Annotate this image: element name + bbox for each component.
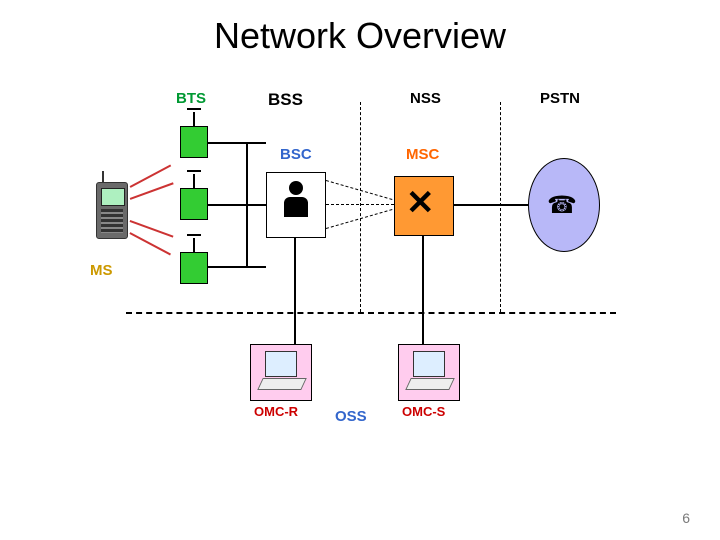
radio-arrow (130, 182, 174, 199)
dashed-separator (126, 312, 616, 314)
link-bsc-msc (326, 204, 394, 205)
label-oss: OSS (335, 408, 367, 425)
link-bsc-msc (326, 208, 397, 229)
divider-bss-nss (360, 102, 361, 312)
bts-antenna-icon (193, 174, 195, 188)
label-bss: BSS (268, 90, 303, 110)
label-msc: MSC (406, 146, 439, 163)
bsc-box (266, 172, 326, 238)
link-bts-bsc (208, 142, 266, 144)
label-omcr: OMC-R (254, 404, 298, 419)
label-nss: NSS (410, 90, 441, 107)
msc-box: ✕ (394, 176, 454, 236)
link-msc-omcs (422, 236, 424, 344)
link-bts-bsc (246, 204, 248, 267)
bts-box (180, 252, 208, 284)
operator-icon (277, 181, 315, 229)
link-bsc-omcr (294, 238, 296, 344)
label-bts: BTS (176, 90, 206, 107)
label-bsc: BSC (280, 146, 312, 163)
page-title: Network Overview (0, 15, 720, 57)
bts-antenna-icon (193, 112, 195, 126)
bts-antenna-icon (193, 238, 195, 252)
omcr-box (250, 344, 312, 401)
page-number: 6 (682, 510, 690, 526)
pstn-oval: ☎ (528, 158, 600, 252)
link-bts-bsc (208, 266, 266, 268)
network-diagram: BTS BSS NSS PSTN MS BSC MSC ✕ ☎ (80, 90, 640, 430)
bts-box (180, 188, 208, 220)
bts-box (180, 126, 208, 158)
omcs-box (398, 344, 460, 401)
link-bts-bsc (246, 204, 266, 206)
switch-icon: ✕ (406, 183, 435, 223)
link-bts-bsc (246, 142, 248, 204)
computer-icon (413, 351, 445, 377)
link-bsc-msc (326, 180, 397, 201)
label-ms: MS (90, 262, 113, 279)
computer-icon (265, 351, 297, 377)
ms-phone-icon (96, 182, 128, 239)
radio-arrow (130, 232, 171, 255)
link-msc-pstn (454, 204, 528, 206)
label-omcs: OMC-S (402, 404, 445, 419)
telephone-icon: ☎ (547, 191, 577, 220)
divider-nss-pstn (500, 102, 501, 312)
label-pstn: PSTN (540, 90, 580, 107)
